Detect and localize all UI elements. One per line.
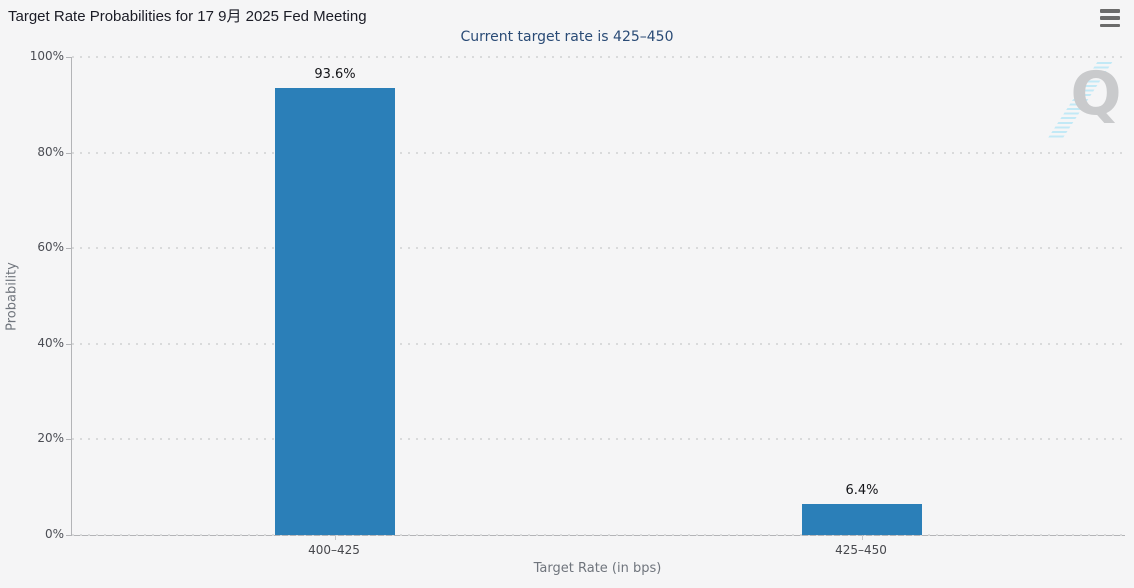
y-tick-mark bbox=[66, 344, 71, 345]
x-tick-label: 425–450 bbox=[835, 543, 887, 557]
x-tick-label: 400–425 bbox=[308, 543, 360, 557]
y-tick-label: 60% bbox=[37, 240, 64, 254]
y-tick-label: 40% bbox=[37, 336, 64, 350]
probability-bar[interactable] bbox=[275, 88, 395, 535]
page-title: Target Rate Probabilities for 17 9月 2025… bbox=[8, 8, 367, 25]
x-tick-mark bbox=[335, 535, 336, 540]
gridline bbox=[72, 152, 1125, 154]
quikstrike-logo-icon: Q bbox=[1070, 59, 1122, 129]
y-tick-label: 80% bbox=[37, 145, 64, 159]
y-tick-mark bbox=[66, 57, 71, 58]
y-tick-label: 100% bbox=[29, 49, 64, 63]
bar-value-label: 93.6% bbox=[314, 67, 356, 82]
gridline bbox=[72, 343, 1125, 345]
y-tick-label: 20% bbox=[37, 431, 64, 445]
x-axis-title: Target Rate (in bps) bbox=[533, 561, 662, 576]
plot-area: 93.6% 6.4% bbox=[66, 56, 1125, 540]
chart-subtitle: Current target rate is 425–450 bbox=[460, 29, 674, 45]
y-tick-mark bbox=[66, 248, 71, 249]
x-tick-mark bbox=[862, 535, 863, 540]
y-tick-mark bbox=[66, 535, 71, 536]
gridline bbox=[72, 438, 1125, 440]
gridline bbox=[72, 56, 1125, 58]
menu-button[interactable] bbox=[1100, 8, 1122, 28]
bar-value-label: 6.4% bbox=[845, 483, 879, 498]
y-tick-label: 0% bbox=[44, 527, 64, 541]
gridline bbox=[72, 534, 1125, 536]
gridline bbox=[72, 247, 1125, 249]
y-tick-mark bbox=[66, 439, 71, 440]
probability-bar[interactable] bbox=[802, 504, 922, 535]
y-tick-mark bbox=[66, 153, 71, 154]
y-axis-title: Probability bbox=[4, 262, 20, 331]
